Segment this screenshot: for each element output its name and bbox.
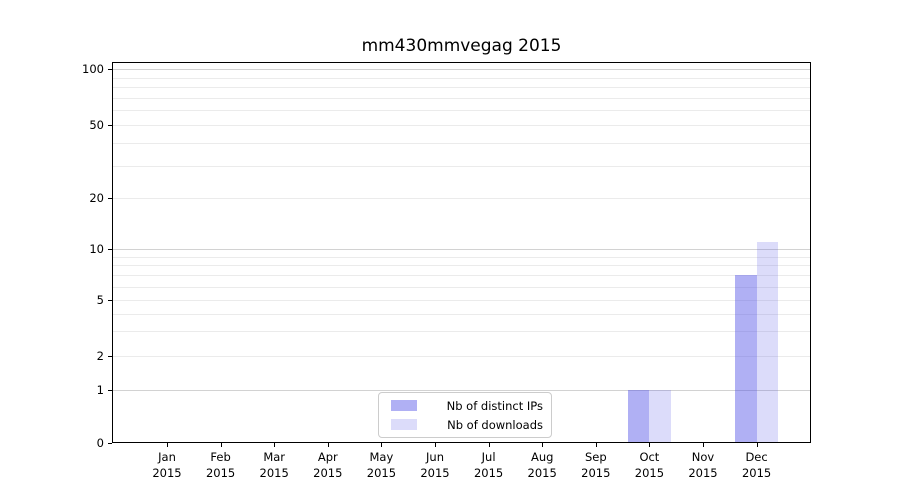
x-tick-mark bbox=[167, 443, 168, 447]
gridline bbox=[113, 69, 810, 70]
y-axis-tick-label: 2 bbox=[96, 349, 104, 363]
chart-title: mm430mmvegag 2015 bbox=[361, 36, 562, 56]
gridline bbox=[113, 390, 810, 391]
x-tick-mark bbox=[595, 443, 597, 447]
gridline bbox=[113, 300, 810, 301]
gridline bbox=[113, 313, 810, 315]
y-axis-tick-label: 20 bbox=[89, 191, 104, 205]
legend-label-distinct-ips: Nb of distinct IPs bbox=[446, 398, 543, 413]
y-axis-tick-label: 5 bbox=[96, 293, 104, 307]
gridline bbox=[113, 265, 810, 267]
x-axis-tick-label: Jun 2015 bbox=[420, 450, 450, 480]
x-axis-tick-label: Apr 2015 bbox=[313, 450, 343, 480]
y-tick-mark bbox=[108, 69, 112, 70]
gridline bbox=[113, 142, 810, 144]
x-tick-mark bbox=[542, 443, 544, 447]
x-axis-tick-label: Jul 2015 bbox=[473, 450, 504, 480]
y-tick-mark bbox=[108, 125, 112, 126]
x-tick-mark bbox=[488, 443, 490, 447]
x-axis-tick-label: Dec 2015 bbox=[741, 450, 772, 480]
bar-nb-of-distinct-ips bbox=[627, 390, 650, 442]
legend: Nb of distinct IPs Nb of downloads bbox=[378, 392, 552, 438]
bar-nb-of-downloads bbox=[756, 241, 779, 442]
gridline bbox=[113, 97, 810, 99]
legend-label-downloads: Nb of downloads bbox=[447, 417, 543, 432]
legend-row-distinct-ips: Nb of distinct IPs bbox=[391, 399, 543, 413]
bar-nb-of-distinct-ips bbox=[735, 275, 757, 442]
plot-area bbox=[112, 62, 811, 443]
y-axis-tick-label: 10 bbox=[89, 242, 104, 256]
legend-swatch-distinct-ips bbox=[391, 400, 417, 411]
legend-row-downloads: Nb of downloads bbox=[391, 418, 543, 432]
gridline bbox=[113, 165, 810, 167]
y-tick-mark bbox=[108, 300, 112, 301]
y-tick-mark bbox=[108, 198, 112, 199]
x-axis-tick-label: May 2015 bbox=[366, 450, 397, 480]
gridline bbox=[113, 198, 810, 199]
x-tick-mark bbox=[220, 443, 222, 447]
x-tick-mark bbox=[649, 443, 651, 447]
gridline bbox=[113, 331, 810, 333]
gridline bbox=[113, 77, 810, 79]
gridline bbox=[113, 256, 810, 258]
gridline bbox=[113, 87, 810, 89]
y-tick-mark bbox=[108, 443, 112, 444]
x-tick-mark bbox=[381, 443, 383, 447]
x-tick-mark bbox=[274, 443, 276, 447]
x-axis-tick-label: Nov 2015 bbox=[688, 450, 718, 480]
gridline bbox=[113, 125, 810, 126]
gridline bbox=[113, 110, 810, 112]
x-tick-mark bbox=[435, 443, 436, 447]
x-axis-tick-label: Jan 2015 bbox=[152, 450, 182, 480]
x-tick-mark bbox=[703, 443, 704, 447]
y-axis-tick-label: 1 bbox=[96, 383, 104, 397]
x-tick-mark bbox=[327, 443, 329, 447]
y-tick-mark bbox=[108, 249, 112, 250]
x-axis-tick-label: Aug 2015 bbox=[527, 450, 557, 480]
y-tick-mark bbox=[108, 356, 112, 357]
bar-nb-of-downloads bbox=[649, 390, 671, 442]
x-tick-mark bbox=[756, 443, 758, 447]
x-axis-tick-label: Feb 2015 bbox=[205, 450, 236, 480]
x-axis-tick-label: Sep 2015 bbox=[581, 450, 611, 480]
gridline bbox=[113, 356, 810, 357]
y-axis-tick-label: 50 bbox=[89, 118, 104, 132]
gridline bbox=[113, 249, 810, 250]
gridline bbox=[113, 286, 810, 288]
gridline bbox=[113, 275, 810, 277]
y-axis-tick-label: 100 bbox=[82, 62, 104, 76]
x-axis-tick-label: Mar 2015 bbox=[259, 450, 289, 480]
y-axis-tick-label: 0 bbox=[96, 436, 104, 450]
legend-swatch-downloads bbox=[391, 419, 417, 430]
x-axis-tick-label: Oct 2015 bbox=[634, 450, 665, 480]
y-tick-mark bbox=[108, 390, 112, 391]
